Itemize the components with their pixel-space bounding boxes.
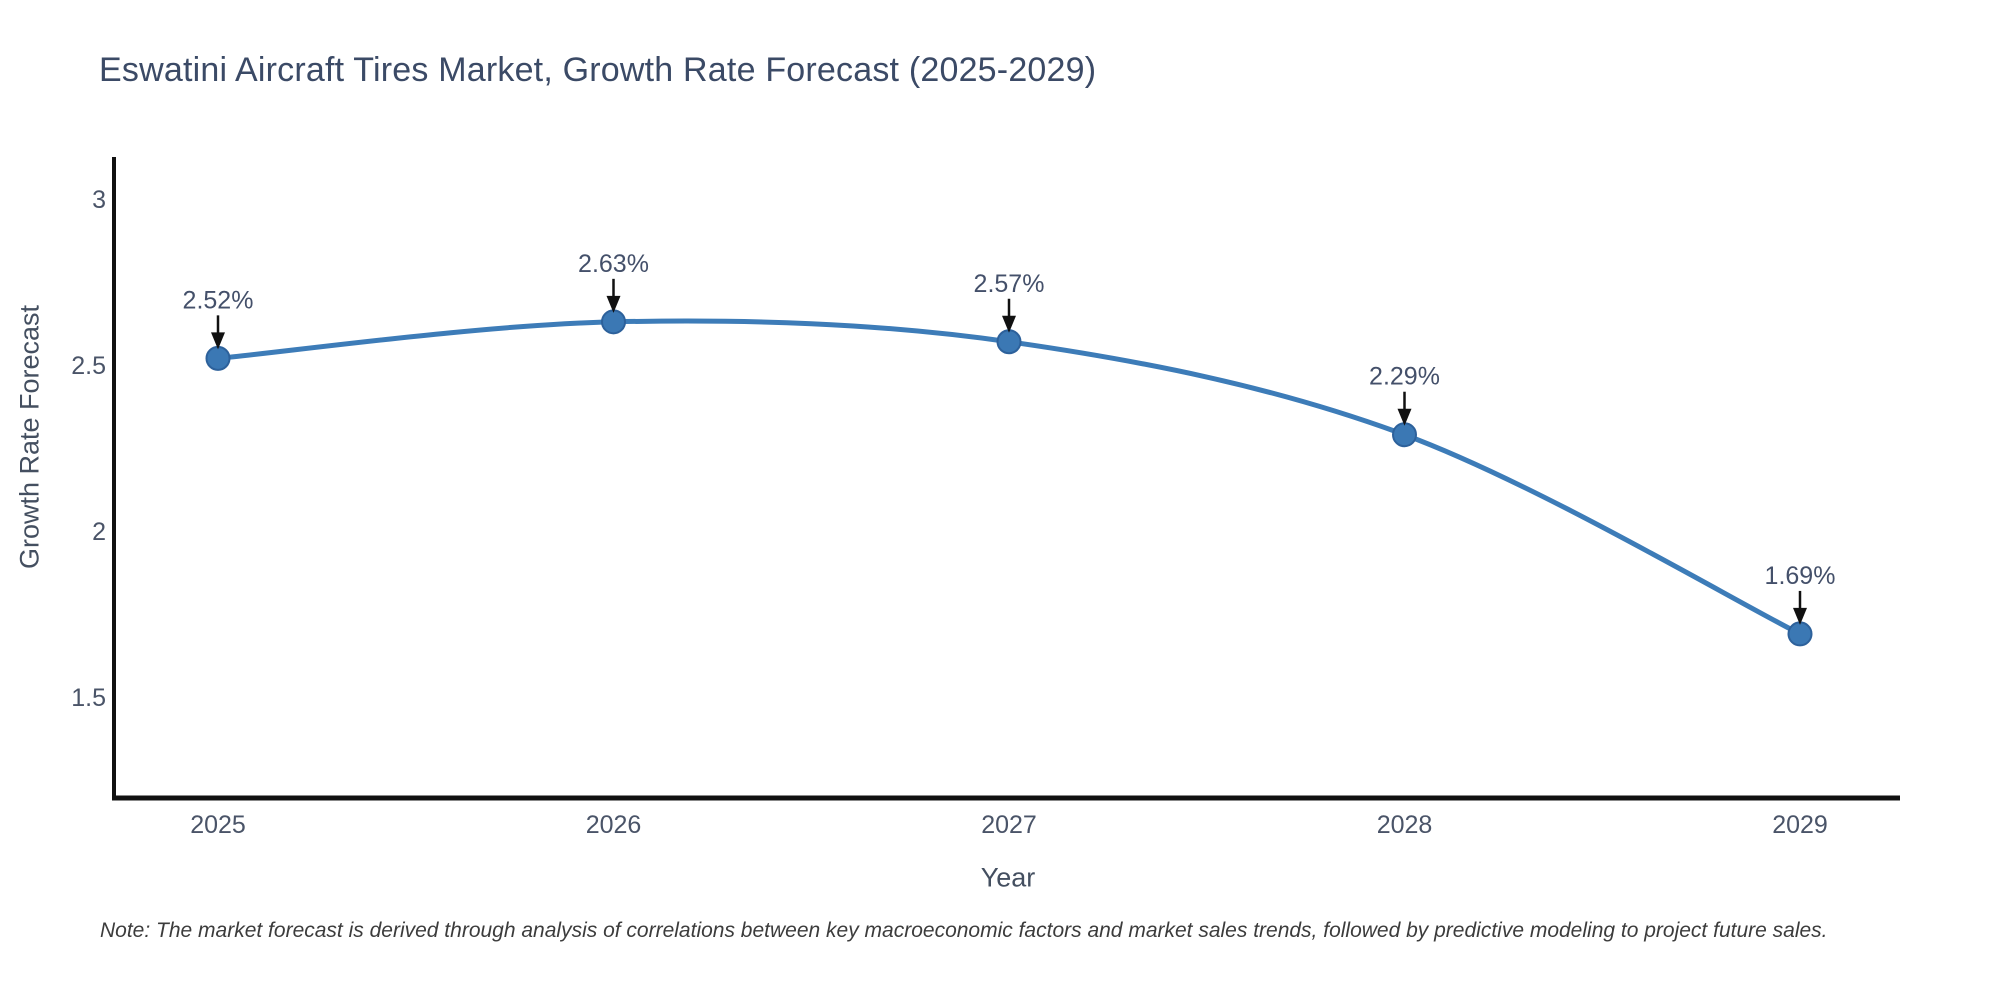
data-point-marker[interactable] [601, 309, 626, 335]
data-point-marker[interactable] [996, 329, 1022, 355]
annotation-arrowhead-icon [1002, 315, 1016, 333]
x-tick-label: 2026 [586, 811, 642, 839]
point-annotation-label: 2.57% [974, 270, 1045, 298]
data-point-marker[interactable] [1787, 621, 1813, 647]
data-point-marker[interactable] [1392, 422, 1417, 448]
annotation-arrowhead-icon [606, 295, 621, 313]
x-tick-label: 2027 [981, 811, 1037, 839]
footnote-text: Note: The market forecast is derived thr… [100, 919, 1828, 942]
annotation-arrowhead-icon [1793, 607, 1807, 625]
y-tick-label: 3 [92, 186, 106, 214]
point-annotation-label: 1.69% [1765, 562, 1836, 590]
chart-title: Eswatini Aircraft Tires Market, Growth R… [99, 51, 1097, 89]
y-tick-label: 1.5 [71, 684, 106, 712]
series-line [215, 318, 1803, 637]
annotation-arrowhead-icon [1397, 408, 1412, 426]
y-tick-label: 2 [92, 518, 106, 546]
annotation-arrowhead-icon [211, 332, 225, 350]
x-axis-title: Year [980, 862, 1036, 893]
x-tick-label: 2028 [1377, 811, 1433, 839]
point-annotation-label: 2.52% [183, 286, 254, 314]
x-tick-label: 2029 [1772, 811, 1828, 839]
point-annotation-label: 2.29% [1369, 363, 1440, 391]
x-tick-label: 2025 [190, 811, 246, 839]
data-point-marker[interactable] [205, 345, 231, 371]
point-annotation-label: 2.63% [578, 250, 649, 278]
y-tick-label: 2.5 [71, 352, 106, 380]
